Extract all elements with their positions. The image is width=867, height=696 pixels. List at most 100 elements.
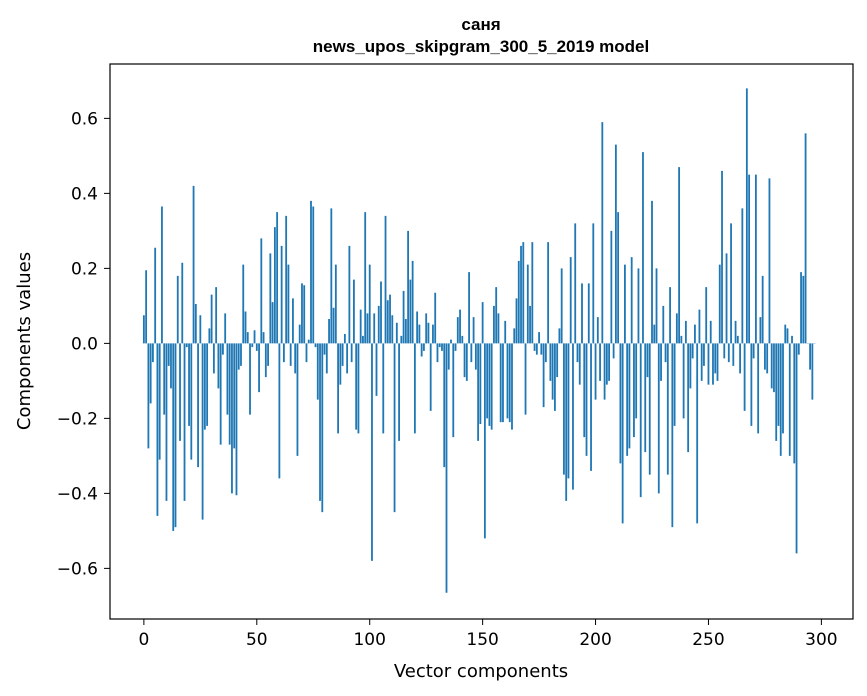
bar-43 (240, 343, 242, 366)
bar-164 (513, 328, 516, 344)
bar-266 (743, 343, 746, 411)
x-tick-label: 150 (466, 630, 498, 650)
bar-150 (481, 302, 484, 344)
bar-34 (219, 343, 222, 445)
bar-93 (353, 279, 355, 344)
bar-113 (398, 343, 400, 441)
bar-207 (610, 230, 613, 344)
bar-19 (185, 343, 188, 348)
bar-158 (499, 343, 502, 423)
bar-21 (190, 343, 193, 460)
bar-225 (651, 200, 653, 344)
bar-219 (637, 268, 640, 344)
bar-162 (508, 343, 511, 423)
bar-182 (553, 343, 556, 411)
bar-175 (538, 332, 540, 344)
bar-49 (253, 330, 256, 344)
bar-153 (488, 343, 491, 426)
bar-5 (154, 247, 157, 344)
bar-137 (452, 343, 455, 438)
bar-57 (271, 302, 274, 344)
bar-99 (366, 313, 369, 344)
bar-63 (285, 215, 288, 344)
bar-118 (409, 279, 412, 344)
bar-255 (718, 264, 721, 344)
bar-275 (764, 343, 766, 370)
bar-70 (301, 283, 303, 344)
x-axis-label: Vector components (394, 661, 568, 682)
bar-107 (384, 215, 387, 344)
bar-202 (599, 343, 601, 381)
bar-48 (251, 343, 254, 348)
bar-188 (567, 343, 570, 479)
bar-189 (569, 257, 572, 344)
bar-18 (183, 343, 186, 501)
bar-232 (666, 343, 669, 475)
bar-106 (382, 343, 385, 434)
bar-284 (784, 324, 787, 344)
bar-200 (594, 343, 597, 400)
bar-22 (192, 185, 195, 344)
bar-286 (788, 343, 791, 456)
bar-267 (745, 88, 748, 344)
bar-86 (337, 343, 339, 434)
bar-220 (639, 343, 642, 498)
bar-136 (450, 339, 452, 344)
bar-268 (748, 174, 751, 344)
bar-109 (389, 294, 391, 344)
bar-71 (303, 285, 306, 344)
bar-84 (332, 307, 335, 344)
bar-64 (287, 264, 290, 344)
bar-3 (149, 343, 152, 404)
bar-227 (655, 268, 658, 344)
y-tick-label: −0.6 (57, 559, 98, 579)
bar-292 (802, 275, 805, 344)
bar-58 (273, 227, 276, 344)
plot-frame (109, 63, 854, 620)
bar-215 (628, 343, 631, 449)
bar-33 (217, 343, 220, 389)
bar-117 (407, 230, 410, 344)
bar-231 (664, 343, 667, 363)
bar-11 (167, 343, 170, 366)
bar-142 (463, 343, 466, 378)
bar-127 (429, 343, 432, 411)
bar-198 (590, 343, 592, 471)
bar-83 (330, 208, 333, 344)
bar-79 (321, 343, 324, 513)
bar-132 (441, 343, 443, 351)
bar-72 (305, 343, 308, 363)
bar-240 (684, 320, 687, 344)
bar-190 (572, 343, 574, 490)
bar-192 (576, 343, 579, 363)
bar-285 (786, 328, 789, 344)
bar-194 (581, 283, 583, 344)
bar-65 (289, 343, 292, 366)
bar-264 (739, 343, 741, 374)
bar-115 (402, 290, 405, 344)
bar-262 (734, 320, 737, 344)
bar-20 (188, 343, 190, 426)
bar-177 (542, 343, 545, 408)
y-tick-label: 0.4 (71, 184, 98, 204)
bar-244 (694, 324, 696, 344)
bar-134 (445, 343, 448, 593)
bar-197 (587, 283, 590, 344)
bar-241 (687, 343, 690, 453)
bar-45 (244, 311, 247, 344)
bar-252 (712, 343, 714, 385)
bar-14 (174, 343, 177, 528)
bar-130 (436, 343, 439, 363)
x-tick-label: 300 (805, 630, 837, 650)
bar-147 (474, 343, 477, 370)
bar-89 (343, 334, 346, 344)
bar-196 (585, 343, 588, 456)
bar-85 (334, 264, 337, 344)
bar-80 (323, 343, 326, 355)
bar-204 (603, 343, 606, 400)
bar-55 (267, 343, 269, 366)
bar-236 (675, 313, 678, 344)
bar-260 (730, 223, 732, 344)
bar-212 (621, 343, 624, 524)
